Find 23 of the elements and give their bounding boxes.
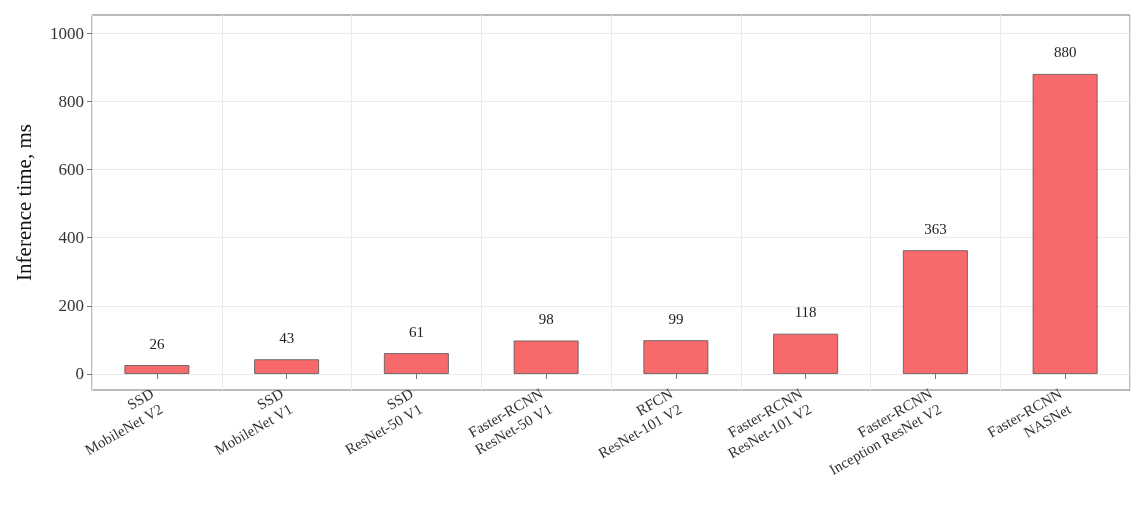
data-label: 118 [794,304,817,321]
y-tick-label: 600 [58,159,84,179]
y-axis-title: Inference time, ms [11,124,36,281]
data-label: 363 [924,220,947,237]
data-label: 880 [1053,44,1077,61]
bar [1032,73,1098,374]
bar [254,359,320,374]
data-label: 43 [279,329,295,346]
data-label: 61 [408,323,424,340]
data-label: 26 [149,335,165,352]
data-label: 99 [668,310,684,327]
y-tick-label: 1000 [50,23,84,43]
bar [383,353,449,374]
bar [902,250,968,374]
bar [124,365,190,374]
bar [773,333,839,374]
y-tick-label: 0 [75,364,84,384]
data-label: 98 [538,311,554,328]
y-tick-label: 200 [58,296,84,316]
bar [513,340,579,374]
y-tick-label: 800 [58,91,84,111]
y-tick-label: 400 [58,228,84,248]
bar [643,340,709,374]
